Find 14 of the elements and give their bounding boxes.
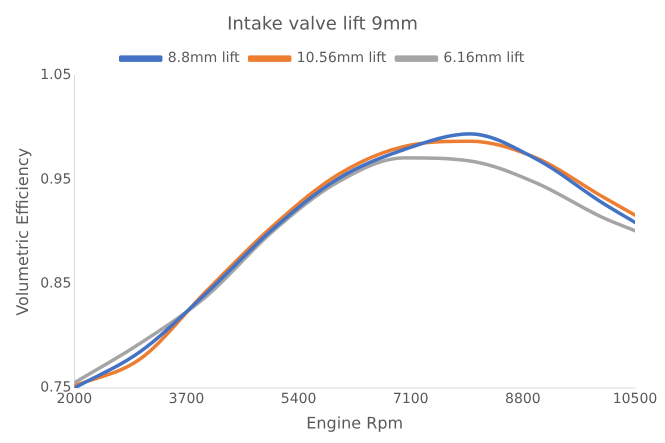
- legend-label: 6.16mm lift: [443, 50, 525, 66]
- x-tick-label: 10500: [612, 391, 658, 408]
- y-axis-title: Volumetric Efficiency: [12, 148, 32, 316]
- x-axis-title: Engine Rpm: [306, 414, 404, 433]
- x-tick-label: 8800: [505, 391, 541, 408]
- legend-label: 10.56mm lift: [296, 50, 387, 66]
- y-tick-label: 0.85: [40, 276, 72, 292]
- y-tick-label: 1.05: [40, 67, 72, 84]
- y-tick-label: 0.95: [40, 171, 72, 188]
- legend-label: 8.8mm lift: [168, 50, 240, 66]
- x-tick-label: 3700: [168, 391, 204, 408]
- x-tick-label: 5400: [280, 391, 316, 408]
- chart-title: Intake valve lift 9mm: [227, 13, 418, 34]
- x-tick-label: 7100: [392, 391, 429, 408]
